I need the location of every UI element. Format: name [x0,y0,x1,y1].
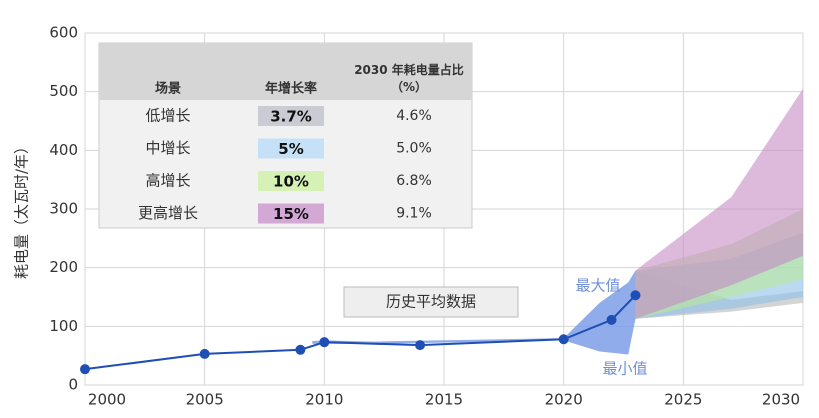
table-header: 场景 [155,82,181,97]
table-cell: 3.7% [270,108,312,126]
point [199,348,210,359]
table-cell: 6.8% [396,173,432,189]
x-tick-label: 2000 [88,391,126,409]
y-axis-label: 耗电量（太瓦时/年） [13,139,31,279]
x-tick-label: 2005 [186,391,224,409]
y-tick-label: 600 [49,24,78,42]
table-cell: 中增长 [145,139,190,157]
table-cell: 9.1% [396,206,432,222]
x-tick-label: 2025 [664,391,702,409]
y-tick-label: 200 [49,258,78,276]
point [606,314,617,325]
table-header: 年增长率 [265,81,317,97]
x-tick-label: 2030 [762,391,800,409]
point [295,344,306,355]
table-cell: 15% [273,205,309,223]
annotation: 最小值 [602,360,647,378]
rate-badge [258,171,324,191]
y-tick-label: 500 [49,82,78,100]
annotation-box [343,286,519,318]
table-cell: 低增长 [145,107,190,125]
table-cell: 更高增长 [138,204,198,222]
x-tick-label: 2020 [545,391,583,409]
line [84,294,637,371]
y-tick-label: 300 [49,200,78,218]
rate-badge [258,106,324,126]
x-tick-label: 2010 [305,391,343,409]
history-band [312,270,636,355]
scenario-band [635,88,803,319]
table-cell: 高增长 [145,172,190,190]
table-header-box: 2030 年耗电量占比（%） [354,63,464,94]
point [415,340,426,351]
annotation: 最大值 [575,277,620,295]
point [319,337,330,348]
table-header: 2030 年耗电量占比（%） [354,63,464,94]
table-cell: 5% [278,140,303,158]
y-tick-label: 100 [49,317,78,335]
y-tick-label: 400 [49,141,78,159]
point [630,290,641,301]
table-cell: 5.0% [396,141,432,157]
x-tick-label: 2015 [425,391,463,409]
table-cell: 10% [273,173,309,191]
point [558,334,569,345]
y-tick-label: 0 [68,376,78,394]
rate-badge [258,138,324,159]
table-header-bg [99,43,472,100]
annotation: 历史平均数据 [386,293,476,311]
table-cell: 4.6% [396,108,432,124]
rate-badge [258,203,324,224]
point [80,364,90,375]
